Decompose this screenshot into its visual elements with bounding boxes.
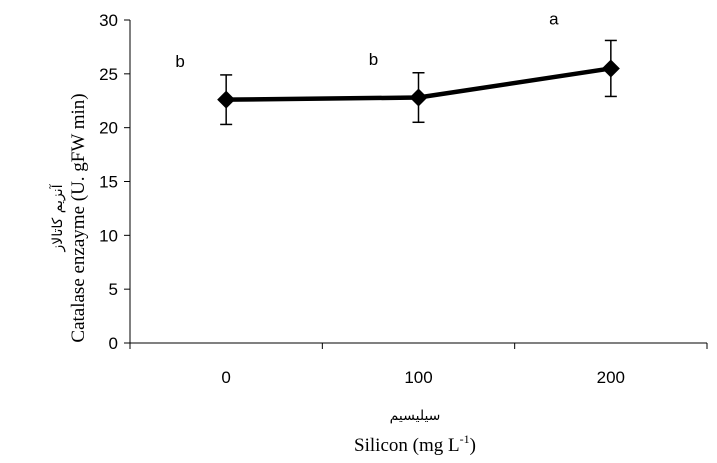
y-axis-title-fa: آنزیم کاتالاز (49, 183, 66, 252)
significance-letter: b (175, 52, 184, 71)
significance-letter: b (369, 50, 378, 69)
y-tick-label: 30 (99, 11, 118, 30)
data-point-diamond (601, 59, 620, 78)
y-tick-label: 25 (99, 65, 118, 84)
x-axis-label-fa: سیلیسیم (390, 408, 441, 424)
significance-letter: a (549, 9, 559, 28)
x-tick-label: 200 (597, 368, 625, 387)
x-axis-label-superscript: -1 (460, 432, 470, 446)
x-tick-label: 100 (404, 368, 432, 387)
x-axis-label: Silicon (mg L-1) (354, 432, 476, 456)
y-tick-label: 15 (99, 173, 118, 192)
axes (124, 19, 708, 349)
x-axis-label-close: ) (470, 435, 476, 456)
y-tick-label: 20 (99, 119, 118, 138)
error-bars (220, 39, 617, 126)
y-axis-label-fa: آنزیم کاتالاز (49, 183, 66, 252)
significance-labels: b b a (175, 9, 559, 70)
y-axis-title: Catalase enzayme (U. gFW min) (68, 93, 89, 342)
y-axis-label: Catalase enzayme (U. gFW min) (68, 93, 89, 342)
y-tick-label: 5 (109, 280, 118, 299)
y-tick-label: 10 (99, 226, 118, 245)
tick-labels: 0 5 10 15 20 25 30 0 100 200 (99, 11, 625, 387)
x-axis-label-main: Silicon (mg L (354, 435, 460, 456)
x-tick-label: 0 (221, 368, 230, 387)
data-markers (217, 59, 620, 109)
data-point-diamond (217, 90, 236, 109)
y-tick-label: 0 (109, 334, 118, 353)
data-point-diamond (409, 88, 428, 107)
